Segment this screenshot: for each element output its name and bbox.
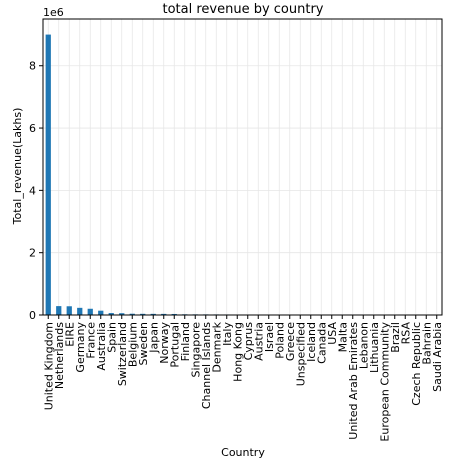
x-tick-label: Saudi Arabia: [431, 322, 444, 392]
plot-frame: [43, 19, 442, 315]
bar: [98, 311, 103, 315]
y-tick-label: 2: [29, 247, 36, 260]
y-tick-label: 6: [29, 122, 36, 135]
y-tick-label: 4: [29, 184, 36, 197]
y-tick-label: 8: [29, 60, 36, 73]
bar: [88, 309, 93, 315]
x-axis-label: Country: [221, 446, 265, 459]
chart-title: total revenue by country: [162, 2, 323, 17]
x-ticks: United KingdomNetherlandsEIREGermanyFran…: [42, 315, 444, 442]
bars: [46, 35, 440, 315]
bar: [67, 306, 72, 315]
y-offset-label: 1e6: [43, 6, 64, 19]
y-axis-label: Total_revenue(Lakhs): [11, 108, 24, 226]
bar: [46, 35, 51, 315]
bar: [77, 308, 82, 315]
bar: [56, 306, 61, 315]
grid: [43, 19, 442, 315]
y-ticks: 0 2 4 6 8: [29, 60, 43, 322]
y-tick-label: 0: [29, 309, 36, 322]
